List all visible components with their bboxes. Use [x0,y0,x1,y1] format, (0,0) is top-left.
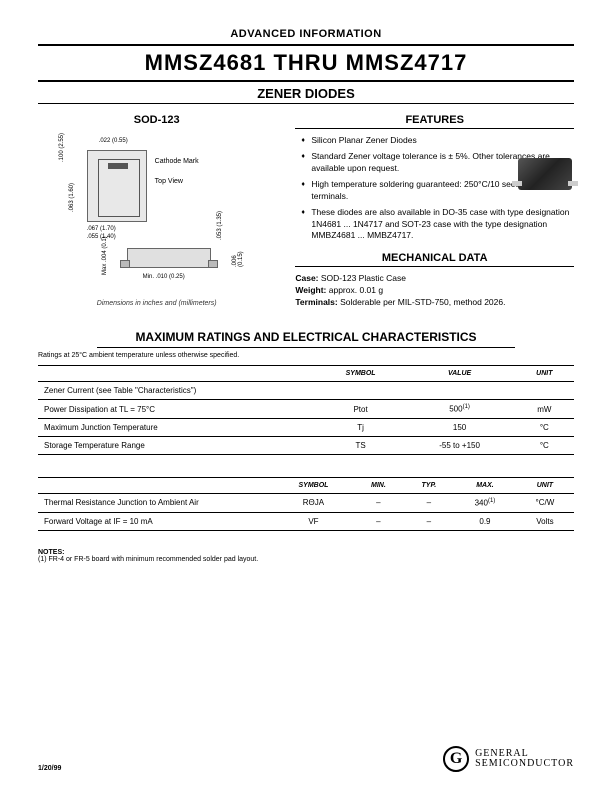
cell: Ptot [317,400,405,419]
cell: mW [515,400,574,419]
terminals-value: Solderable per MIL-STD-750, method 2026. [340,297,505,307]
advanced-info-label: ADVANCED INFORMATION [38,28,574,40]
cell [317,382,405,400]
cell: 340(1) [454,494,516,513]
dim-s1: .053 (1.35) [217,211,223,240]
dim-left2: .063 (1.60) [69,183,75,212]
topview-label: Top View [155,178,183,185]
rule-title-bottom [38,80,574,82]
cell: °C/W [516,494,574,513]
ratings-table: SYMBOL VALUE UNIT Zener Current (see Tab… [38,365,574,455]
logo-text: GENERAL SEMICONDUCTOR [475,749,574,770]
table-header-row: SYMBOL MIN. TYP. MAX. UNIT [38,478,574,494]
cathode-mark-icon [108,163,128,169]
row-label: Maximum Junction Temperature [38,419,317,437]
cell: TS [317,437,405,455]
row-label: Power Dissipation at TL = 75°C [38,400,317,419]
table-row: Power Dissipation at TL = 75°C Ptot 500(… [38,400,574,419]
table-row: Forward Voltage at IF = 10 mA VF – – 0.9… [38,512,574,530]
note-1: (1) FR-4 or FR-5 board with minimum reco… [38,556,574,563]
cell [515,382,574,400]
ratings-heading: MAXIMUM RATINGS AND ELECTRICAL CHARACTER… [97,330,515,348]
cell: – [404,494,454,513]
cathode-label: Cathode Mark [155,158,199,165]
pkg-side-view [127,248,211,268]
row-label: Zener Current (see Table "Characteristic… [38,382,317,400]
col-unit: UNIT [516,478,574,494]
cell: – [353,512,404,530]
cell: °C [515,419,574,437]
dim-left1: .100 (2.55) [59,133,65,162]
page-subtitle: ZENER DIODES [38,86,574,101]
col-typ: TYP. [404,478,454,494]
row-label: Forward Voltage at IF = 10 mA [38,512,274,530]
col-unit: UNIT [515,366,574,382]
table-row: Zener Current (see Table "Characteristic… [38,382,574,400]
dim-b1: .067 (1.70) [87,226,116,232]
feature-item: These diodes are also available in DO-35… [301,207,574,241]
two-column-layout: SOD-123 .022 (0.55) Cathode Mark Top Vie… [38,114,574,308]
terminals-label: Terminals: [295,297,337,307]
cell [404,382,514,400]
package-label: SOD-123 [38,114,275,126]
logo-line2: SEMICONDUCTOR [475,759,574,770]
feature-item: Silicon Planar Zener Diodes [301,135,574,146]
package-column: SOD-123 .022 (0.55) Cathode Mark Top Vie… [38,114,275,308]
cell: 500(1) [404,400,514,419]
cell: RΘJA [274,494,353,513]
dim-s2: .006 (0.15) [232,242,244,267]
cell: Tj [317,419,405,437]
page-title: MMSZ4681 THRU MMSZ4717 [38,50,574,76]
rule-top [38,44,574,46]
notes-heading: NOTES: [38,549,574,556]
col-symbol: SYMBOL [317,366,405,382]
company-logo: G GENERAL SEMICONDUCTOR [443,746,574,772]
col-symbol: SYMBOL [274,478,353,494]
cell: °C [515,437,574,455]
cell: – [353,494,404,513]
col-max: MAX. [454,478,516,494]
dim-s3: Max .004 (0.1) [102,236,108,275]
thermal-table: SYMBOL MIN. TYP. MAX. UNIT Thermal Resis… [38,477,574,531]
footer: 1/20/99 G GENERAL SEMICONDUCTOR [38,746,574,772]
table-row: Thermal Resistance Junction to Ambient A… [38,494,574,513]
cell: – [404,512,454,530]
row-label: Storage Temperature Range [38,437,317,455]
cell: 150 [404,419,514,437]
ratings-note: Ratings at 25°C ambient temperature unle… [38,352,574,359]
mechanical-heading: MECHANICAL DATA [295,252,574,267]
col-value: VALUE [404,366,514,382]
cell: 0.9 [454,512,516,530]
features-column: FEATURES Silicon Planar Zener Diodes Sta… [295,114,574,308]
case-value: SOD-123 Plastic Case [321,273,406,283]
dim-sb: Min. .010 (0.25) [143,274,185,280]
cell: -55 to +150 [404,437,514,455]
footer-date: 1/20/99 [38,765,61,772]
row-label: Thermal Resistance Junction to Ambient A… [38,494,274,513]
col-min: MIN. [353,478,404,494]
logo-g-icon: G [443,746,469,772]
mechanical-data: Case: SOD-123 Plastic Case Weight: appro… [295,273,574,309]
features-heading: FEATURES [295,114,574,129]
cell: Volts [516,512,574,530]
notes-section: NOTES: (1) FR-4 or FR-5 board with minim… [38,549,574,563]
dim-top: .022 (0.55) [99,138,128,144]
table-row: Storage Temperature Range TS -55 to +150… [38,437,574,455]
cell: VF [274,512,353,530]
package-drawing: .022 (0.55) Cathode Mark Top View .100 (… [57,132,257,292]
weight-label: Weight: [295,285,326,295]
chip-photo-icon [518,158,572,190]
table-header-row: SYMBOL VALUE UNIT [38,366,574,382]
rule-subtitle [38,103,574,104]
pkg-top-view [87,150,147,222]
weight-value: approx. 0.01 g [329,285,383,295]
table-row: Maximum Junction Temperature Tj 150 °C [38,419,574,437]
dimensions-note: Dimensions in inches and (millimeters) [38,300,275,307]
case-label: Case: [295,273,318,283]
